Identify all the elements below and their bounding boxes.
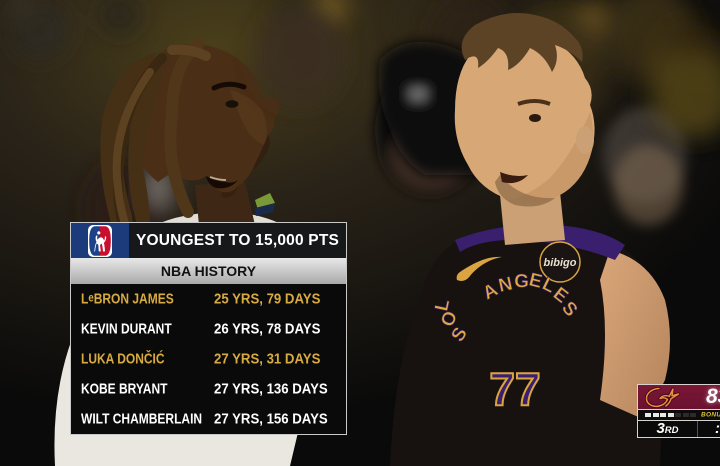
svg-text:bibigo: bibigo: [544, 257, 577, 269]
svg-text:77: 77: [489, 363, 540, 415]
svg-text:TT: TT: [410, 88, 426, 103]
